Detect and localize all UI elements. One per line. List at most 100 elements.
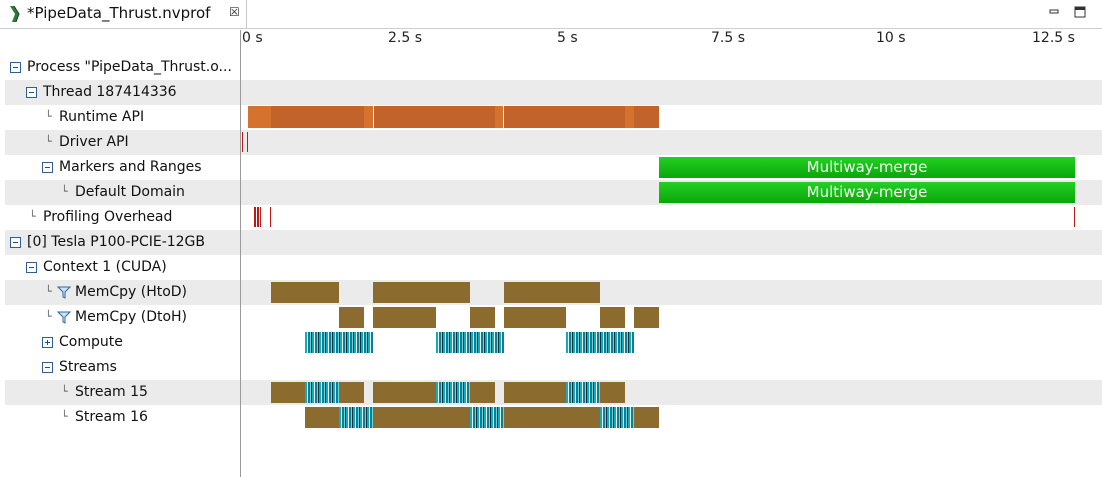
tree-item-streams[interactable]: Streams bbox=[59, 359, 117, 375]
tree-timeline-divider[interactable] bbox=[240, 30, 241, 477]
editor-tab[interactable]: *PipeData_Thrust.nvprof ☒ bbox=[0, 0, 247, 28]
row-runtime-api: └ Runtime API bbox=[5, 105, 1102, 130]
row-memcpy-dtoh: └ MemCpy (DtoH) bbox=[5, 305, 1102, 330]
memcpy-bar[interactable] bbox=[271, 282, 339, 303]
domain-range-bar[interactable]: Multiway-merge bbox=[659, 182, 1075, 203]
runtime-api-bar[interactable] bbox=[634, 106, 659, 128]
tree-item-memcpy-dtoh[interactable]: MemCpy (DtoH) bbox=[75, 309, 188, 325]
kernel-bar[interactable] bbox=[305, 382, 339, 403]
editor-tab-bar: *PipeData_Thrust.nvprof ☒ bbox=[0, 0, 1102, 29]
axis-tick: 0 s bbox=[242, 30, 263, 46]
runtime-api-bar[interactable] bbox=[248, 106, 271, 128]
memcpy-bar[interactable] bbox=[600, 307, 625, 328]
axis-tick: 10 s bbox=[876, 30, 906, 46]
tree-branch-icon: └ bbox=[45, 135, 52, 148]
tab-title: *PipeData_Thrust.nvprof bbox=[27, 4, 211, 22]
tree-item-process[interactable]: Process "PipeData_Thrust.o... bbox=[27, 59, 232, 75]
minimize-icon[interactable] bbox=[1047, 5, 1061, 19]
tree-item-context[interactable]: Context 1 (CUDA) bbox=[43, 259, 167, 275]
driver-api-mark[interactable] bbox=[247, 132, 248, 152]
collapse-icon[interactable] bbox=[26, 87, 37, 98]
tree-item-default-domain[interactable]: Default Domain bbox=[75, 184, 185, 200]
overhead-mark[interactable] bbox=[260, 207, 261, 227]
memcpy-bar[interactable] bbox=[470, 382, 495, 403]
kernel-bar[interactable] bbox=[436, 332, 504, 353]
row-thread: Thread 187414336 bbox=[5, 80, 1102, 105]
tree-branch-icon: └ bbox=[61, 185, 68, 198]
overhead-mark[interactable] bbox=[257, 207, 259, 227]
row-profiling-overhead: └ Profiling Overhead bbox=[5, 205, 1102, 230]
collapse-icon[interactable] bbox=[42, 362, 53, 373]
memcpy-bar[interactable] bbox=[339, 382, 364, 403]
runtime-api-bar[interactable] bbox=[364, 106, 373, 128]
tree-item-stream-16[interactable]: Stream 16 bbox=[75, 409, 148, 425]
nvprof-file-icon bbox=[10, 5, 20, 23]
axis-tick: 7.5 s bbox=[711, 30, 746, 46]
driver-api-mark[interactable] bbox=[242, 132, 243, 152]
collapse-icon[interactable] bbox=[10, 62, 21, 73]
memcpy-bar[interactable] bbox=[504, 307, 566, 328]
row-stream-15: └ Stream 15 bbox=[5, 380, 1102, 405]
memcpy-bar[interactable] bbox=[634, 407, 659, 428]
kernel-bar[interactable] bbox=[566, 382, 600, 403]
expand-icon[interactable] bbox=[42, 337, 53, 348]
runtime-api-bar[interactable] bbox=[495, 106, 503, 128]
kernel-bar[interactable] bbox=[600, 407, 634, 428]
memcpy-bar[interactable] bbox=[504, 382, 566, 403]
tree-item-runtime-api[interactable]: Runtime API bbox=[59, 109, 145, 125]
axis-tick: 12.5 s bbox=[1032, 30, 1075, 46]
tree-item-device[interactable]: [0] Tesla P100-PCIE-12GB bbox=[27, 234, 206, 250]
memcpy-bar[interactable] bbox=[373, 382, 436, 403]
close-icon[interactable]: ☒ bbox=[229, 5, 240, 19]
kernel-bar[interactable] bbox=[566, 332, 634, 353]
tree-item-driver-api[interactable]: Driver API bbox=[59, 134, 129, 150]
memcpy-bar[interactable] bbox=[504, 407, 600, 428]
axis-tick: 5 s bbox=[557, 30, 578, 46]
tree-item-profiling-overhead[interactable]: Profiling Overhead bbox=[43, 209, 173, 225]
memcpy-bar[interactable] bbox=[305, 407, 339, 428]
memcpy-bar[interactable] bbox=[470, 307, 495, 328]
tree-branch-icon: └ bbox=[61, 385, 68, 398]
memcpy-bar[interactable] bbox=[339, 307, 364, 328]
runtime-api-bar[interactable] bbox=[271, 106, 364, 128]
runtime-api-bar[interactable] bbox=[374, 106, 495, 128]
overhead-mark[interactable] bbox=[1074, 207, 1075, 227]
tree-item-thread[interactable]: Thread 187414336 bbox=[43, 84, 177, 100]
kernel-bar[interactable] bbox=[436, 382, 470, 403]
tree-item-markers[interactable]: Markers and Ranges bbox=[59, 159, 202, 175]
memcpy-bar[interactable] bbox=[373, 307, 436, 328]
kernel-bar[interactable] bbox=[305, 332, 373, 353]
kernel-bar[interactable] bbox=[339, 407, 373, 428]
row-device: [0] Tesla P100-PCIE-12GB bbox=[5, 230, 1102, 255]
tree-branch-icon: └ bbox=[45, 310, 52, 323]
tree-item-memcpy-htod[interactable]: MemCpy (HtoD) bbox=[75, 284, 188, 300]
row-process: Process "PipeData_Thrust.o... bbox=[5, 55, 1102, 80]
overhead-mark[interactable] bbox=[270, 207, 271, 227]
collapse-icon[interactable] bbox=[26, 262, 37, 273]
row-compute: Compute bbox=[5, 330, 1102, 355]
tree-item-compute[interactable]: Compute bbox=[59, 334, 123, 350]
memcpy-bar[interactable] bbox=[373, 282, 470, 303]
overhead-mark[interactable] bbox=[254, 207, 256, 227]
row-driver-api: └ Driver API bbox=[5, 130, 1102, 155]
tree-branch-icon: └ bbox=[29, 210, 36, 223]
row-stream-16: └ Stream 16 bbox=[5, 405, 1102, 430]
memcpy-bar[interactable] bbox=[634, 307, 659, 328]
memcpy-bar[interactable] bbox=[271, 382, 305, 403]
runtime-api-bar[interactable] bbox=[625, 106, 634, 128]
row-streams: Streams bbox=[5, 355, 1102, 380]
axis-tick: 2.5 s bbox=[388, 30, 423, 46]
collapse-icon[interactable] bbox=[42, 162, 53, 173]
marker-range-bar[interactable]: Multiway-merge bbox=[659, 157, 1075, 178]
memcpy-bar[interactable] bbox=[504, 282, 600, 303]
memcpy-bar[interactable] bbox=[373, 407, 470, 428]
row-markers: Markers and Ranges Multiway-merge bbox=[5, 155, 1102, 180]
filter-icon bbox=[57, 311, 71, 324]
runtime-api-bar[interactable] bbox=[504, 106, 625, 128]
memcpy-bar[interactable] bbox=[600, 382, 625, 403]
maximize-icon[interactable] bbox=[1073, 5, 1087, 19]
kernel-bar[interactable] bbox=[470, 407, 504, 428]
row-memcpy-htod: └ MemCpy (HtoD) bbox=[5, 280, 1102, 305]
collapse-icon[interactable] bbox=[10, 237, 21, 248]
tree-item-stream-15[interactable]: Stream 15 bbox=[75, 384, 148, 400]
